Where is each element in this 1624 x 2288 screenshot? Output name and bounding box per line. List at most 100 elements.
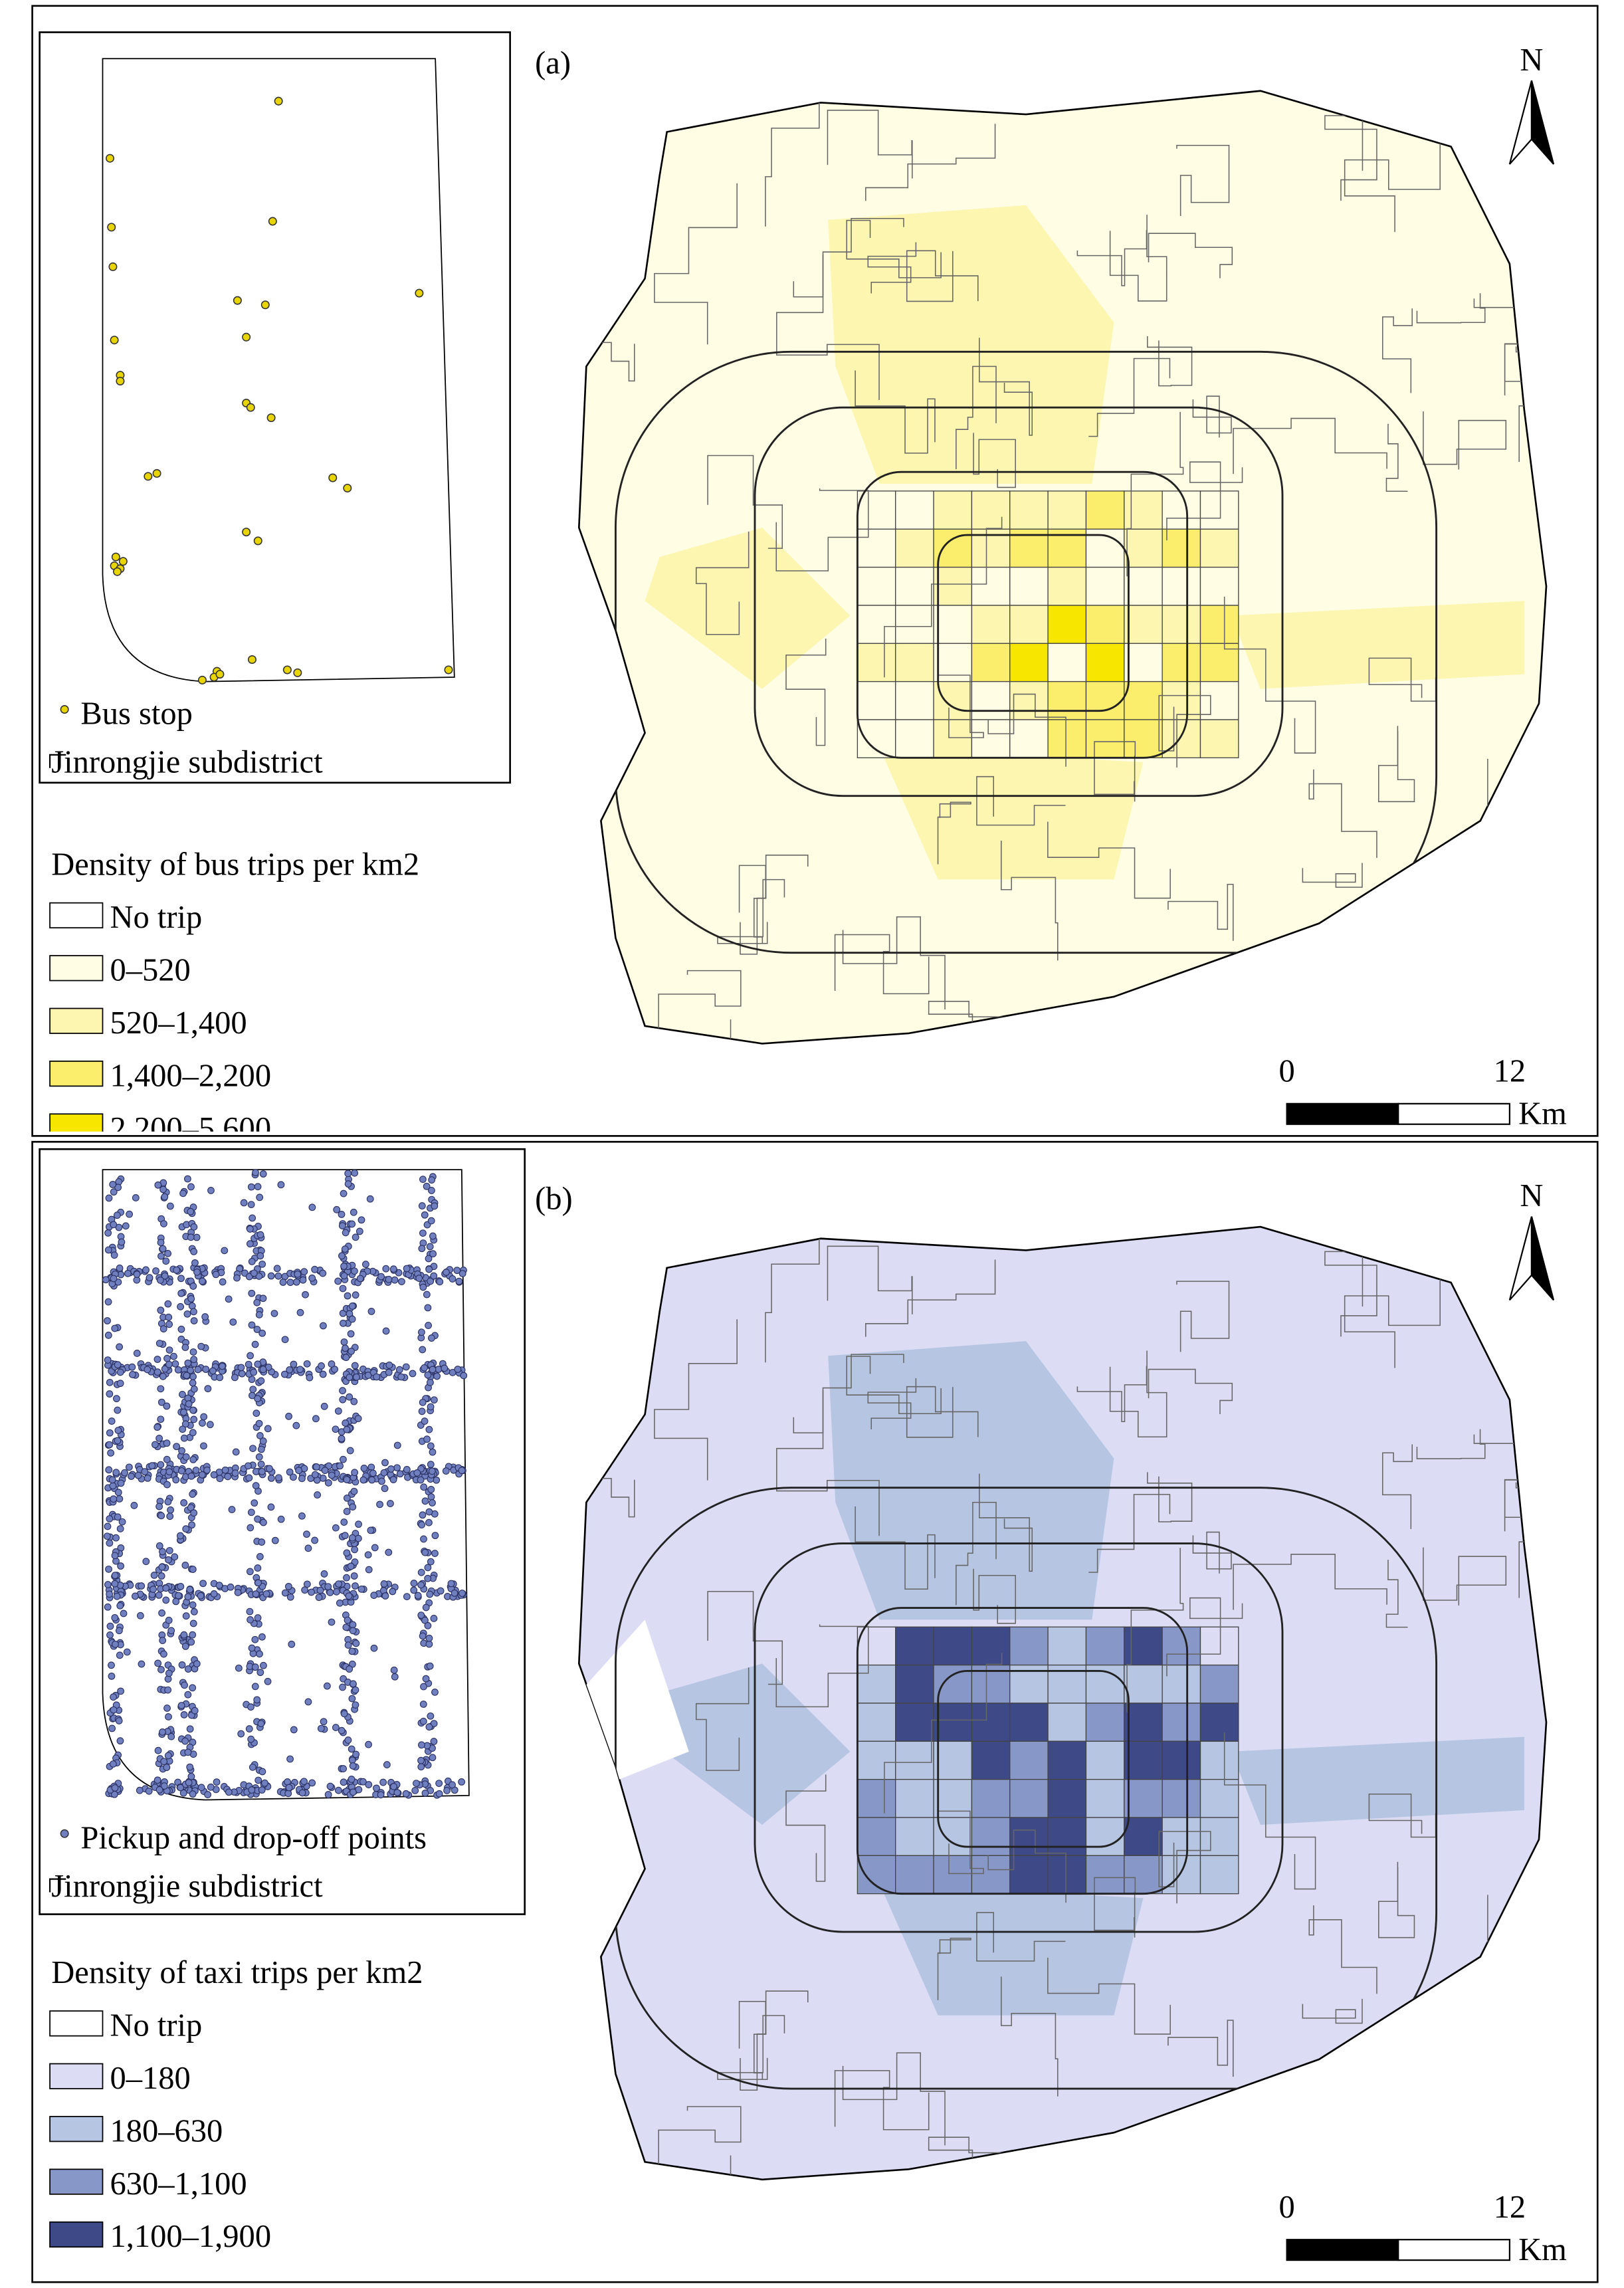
district-cell <box>1047 1626 1087 1666</box>
district-line <box>1166 1597 1243 1677</box>
bus-stop <box>274 96 283 106</box>
pickup-point <box>398 1278 405 1286</box>
pickup-point <box>455 1277 463 1285</box>
district-line <box>765 1227 824 1363</box>
district-cell <box>1124 680 1163 720</box>
district-cell <box>933 1817 973 1856</box>
pickup-point <box>193 1233 201 1241</box>
pickup-point <box>116 1525 124 1532</box>
pickup-point <box>248 1257 256 1265</box>
district-cell <box>1009 1626 1049 1666</box>
pickup-point <box>257 1377 265 1385</box>
pickup-point <box>395 1366 403 1374</box>
pickup-point <box>264 1677 272 1685</box>
pickup-point <box>179 1789 187 1797</box>
district-line <box>906 250 979 302</box>
pickup-point <box>193 1660 201 1668</box>
pickup-point <box>114 1437 122 1445</box>
pickup-point <box>204 1385 212 1393</box>
pickup-point <box>267 1474 275 1482</box>
pickup-point <box>110 1251 118 1259</box>
pickup-point <box>418 1328 425 1336</box>
pickup-point <box>189 1379 197 1387</box>
pickup-point <box>186 1725 194 1733</box>
pickup-point <box>189 1373 197 1380</box>
pickup-point <box>114 1513 122 1521</box>
pickup-point <box>177 1302 184 1310</box>
district-cell <box>857 1703 896 1742</box>
pickup-point <box>261 1779 268 1787</box>
pickup-point <box>260 1661 267 1669</box>
pickup-point <box>117 1687 125 1695</box>
pickup-point <box>106 1515 114 1522</box>
pickup-point <box>190 1509 198 1517</box>
district-cell <box>1085 1855 1125 1895</box>
district-line <box>979 338 1033 436</box>
pickup-point <box>324 1583 332 1591</box>
pickup-point <box>303 1360 311 1368</box>
pickup-point <box>435 1780 443 1788</box>
pickup-point <box>155 1591 163 1599</box>
district-line <box>1088 1494 1171 1573</box>
pickup-point <box>180 1711 188 1718</box>
pickup-point <box>383 1761 391 1768</box>
district-cell <box>895 528 934 568</box>
pickup-point <box>194 1366 202 1374</box>
pickup-point <box>342 1344 349 1352</box>
pickup-point <box>376 1501 383 1508</box>
pickup-point <box>339 1396 347 1404</box>
district-cell <box>933 1626 973 1666</box>
pickup-point <box>178 1447 185 1455</box>
district-line <box>1148 1368 1233 1415</box>
pickup-point <box>351 1169 359 1177</box>
district-line <box>867 1378 917 1429</box>
district-line <box>956 365 997 469</box>
district-cell <box>1009 1778 1049 1818</box>
district-line <box>1076 230 1148 286</box>
pickup-point <box>421 1789 429 1797</box>
pickup-point <box>357 1585 365 1593</box>
pickup-point <box>264 1425 272 1433</box>
pickup-point <box>385 1368 393 1376</box>
pickup-point <box>157 1572 165 1580</box>
pickup-point <box>348 1647 356 1655</box>
legend-label: 520–1,400 <box>110 1005 247 1041</box>
pickup-point <box>183 1175 191 1183</box>
pickup-point <box>288 1640 296 1648</box>
panel-label: (b) <box>535 1182 573 1217</box>
pickup-point <box>256 1194 264 1201</box>
pickup-point <box>390 1666 398 1674</box>
pickup-point <box>104 1581 112 1588</box>
pickup-point <box>200 1442 207 1450</box>
pickup-point <box>248 1786 256 1794</box>
district-cell <box>1199 1703 1239 1742</box>
bus-stop <box>444 665 453 675</box>
district-cell <box>1124 490 1163 530</box>
pickup-point <box>165 1616 173 1624</box>
pickup-point <box>426 1243 434 1251</box>
district-cell <box>895 719 934 758</box>
pickup-point <box>429 1250 437 1258</box>
pickup-point <box>224 1473 232 1481</box>
pickup-point <box>221 1466 229 1474</box>
district-line <box>1368 657 1437 702</box>
district-cell <box>1009 1855 1049 1895</box>
bus-stop <box>110 336 119 345</box>
pickup-point <box>427 1712 435 1720</box>
pickup-point <box>417 1756 425 1764</box>
pickup-point <box>340 1319 347 1327</box>
district-line <box>1158 1831 1211 1904</box>
pickup-point <box>189 1601 197 1609</box>
pickup-point <box>231 1469 239 1477</box>
pickup-point <box>111 1613 119 1621</box>
pickup-point <box>251 1499 258 1507</box>
district-line <box>1147 336 1193 387</box>
pickup-point <box>427 1378 434 1386</box>
pickup-point <box>277 1515 285 1523</box>
pickup-point <box>219 1362 226 1370</box>
pickup-point <box>274 1474 282 1482</box>
pickup-point <box>382 1265 390 1273</box>
pickup-point <box>160 1220 167 1227</box>
pickup-point <box>221 1247 229 1255</box>
pickup-point <box>340 1710 348 1718</box>
